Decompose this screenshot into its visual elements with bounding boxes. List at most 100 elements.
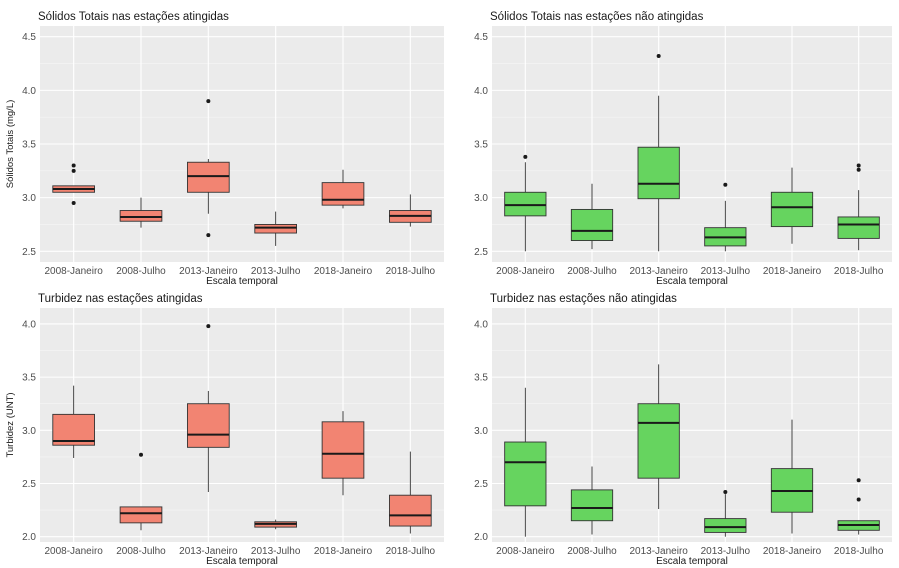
box-2008-Janeiro bbox=[52, 385, 95, 458]
box-2008-Janeiro bbox=[52, 163, 95, 205]
box-iqr bbox=[570, 208, 614, 241]
box-iqr bbox=[321, 182, 365, 206]
x-axis-label: Escala temporal bbox=[206, 276, 278, 287]
box-2013-Julho bbox=[254, 519, 297, 530]
x-tick-label: 2018-Janeiro bbox=[314, 266, 373, 277]
x-tick-label: 2013-Janeiro bbox=[179, 546, 238, 557]
chart-title: Turbidez nas estações atingidas bbox=[38, 293, 203, 305]
y-tick-label: 2.0 bbox=[474, 532, 488, 543]
box-2013-Julho bbox=[254, 211, 297, 246]
x-tick-label: 2013-Julho bbox=[701, 546, 751, 557]
box-2018-Janeiro bbox=[770, 167, 814, 244]
box-2018-Julho bbox=[837, 478, 880, 535]
x-tick-label: 2008-Julho bbox=[116, 546, 166, 557]
y-axis-label: Sólidos Totais (mg/L) bbox=[5, 100, 16, 189]
x-tick-label: 2013-Julho bbox=[251, 546, 301, 557]
box-2013-Janeiro bbox=[637, 54, 680, 252]
x-tick-label: 2013-Janeiro bbox=[179, 266, 238, 277]
chart-title: Sólidos Totais nas estações atingidas bbox=[38, 11, 229, 23]
y-tick-label: 4.0 bbox=[474, 319, 488, 330]
y-tick-label: 2.0 bbox=[22, 532, 36, 543]
outlier-point bbox=[856, 163, 861, 168]
y-tick-label: 3.0 bbox=[22, 426, 36, 437]
x-tick-label: 2018-Janeiro bbox=[314, 546, 373, 557]
y-tick-label: 3.5 bbox=[22, 373, 36, 384]
chart-panel-3: 2.0 2.5 3.0 3.5 4.0 Turbidez nas estações ati… bbox=[5, 293, 444, 567]
box-iqr bbox=[504, 191, 547, 217]
x-tick-label: 2013-Janeiro bbox=[629, 546, 688, 557]
box-2013-Julho bbox=[704, 490, 747, 537]
y-tick-label: 3.0 bbox=[474, 426, 488, 437]
x-tick-label: 2008-Janeiro bbox=[44, 546, 103, 557]
x-tick-label: 2013-Julho bbox=[251, 266, 301, 277]
outlier-point bbox=[71, 163, 76, 168]
box-iqr bbox=[187, 161, 230, 193]
y-tick-label: 2.5 bbox=[474, 247, 488, 258]
x-tick-label: 2008-Julho bbox=[116, 266, 166, 277]
box-2013-Julho bbox=[704, 182, 747, 252]
box-iqr bbox=[704, 518, 747, 533]
box-iqr bbox=[187, 403, 230, 448]
y-tick-label: 2.5 bbox=[474, 479, 488, 490]
chart-title: Turbidez nas estações não atingidas bbox=[490, 293, 677, 305]
box-2018-Janeiro bbox=[321, 411, 365, 496]
plot-background bbox=[492, 308, 892, 542]
x-axis-label: Escala temporal bbox=[656, 556, 728, 567]
box-iqr bbox=[119, 210, 163, 222]
x-tick-label: 2013-Julho bbox=[701, 266, 751, 277]
outlier-point bbox=[206, 324, 211, 329]
box-2018-Janeiro bbox=[321, 169, 365, 209]
box-2013-Janeiro bbox=[637, 364, 680, 510]
x-axis-label: Escala temporal bbox=[656, 276, 728, 287]
x-tick-label: 2013-Janeiro bbox=[629, 266, 688, 277]
box-2018-Julho bbox=[389, 194, 432, 227]
box-2018-Julho bbox=[837, 163, 880, 251]
box-2008-Julho bbox=[570, 466, 614, 535]
box-iqr bbox=[637, 146, 680, 200]
box-2008-Julho bbox=[119, 197, 163, 228]
x-tick-label: 2018-Julho bbox=[834, 546, 884, 557]
outlier-point bbox=[856, 497, 861, 502]
x-tick-label: 2018-Janeiro bbox=[763, 266, 822, 277]
outlier-point bbox=[206, 233, 211, 238]
y-tick-label: 3.5 bbox=[22, 140, 36, 151]
chart-panel-4: 2.0 2.5 3.0 3.5 4.0 Turbidez nas estações não… bbox=[474, 293, 892, 567]
x-tick-label: 2008-Julho bbox=[567, 546, 617, 557]
box-iqr bbox=[389, 494, 432, 527]
x-tick-label: 2008-Janeiro bbox=[496, 546, 555, 557]
box-2008-Julho bbox=[119, 452, 163, 531]
outlier-point bbox=[856, 478, 861, 483]
outlier-point bbox=[71, 201, 76, 205]
box-2018-Julho bbox=[389, 451, 432, 534]
box-2008-Julho bbox=[570, 183, 614, 250]
y-tick-label: 2.5 bbox=[22, 247, 36, 258]
y-tick-label: 3.5 bbox=[474, 140, 488, 151]
box-iqr bbox=[770, 191, 814, 228]
outlier-point bbox=[139, 452, 143, 457]
outlier-point bbox=[523, 154, 528, 159]
y-tick-label: 4.5 bbox=[474, 32, 488, 43]
box-2013-Janeiro bbox=[187, 99, 230, 238]
y-tick-label: 3.5 bbox=[474, 373, 488, 384]
x-tick-label: 2018-Julho bbox=[386, 546, 436, 557]
box-2013-Janeiro bbox=[187, 324, 230, 493]
outlier-point bbox=[856, 167, 861, 172]
y-tick-label: 3.0 bbox=[22, 193, 36, 204]
box-iqr bbox=[254, 224, 297, 234]
box-2018-Janeiro bbox=[770, 419, 814, 534]
x-axis-label: Escala temporal bbox=[206, 556, 278, 567]
x-tick-label: 2008-Julho bbox=[567, 266, 617, 277]
y-axis-label: Turbidez (UNT) bbox=[5, 392, 16, 457]
y-tick-label: 2.5 bbox=[22, 479, 36, 490]
outlier-point bbox=[206, 99, 211, 104]
box-iqr bbox=[837, 216, 880, 239]
box-iqr bbox=[570, 489, 614, 522]
box-2008-Janeiro bbox=[504, 154, 547, 252]
x-tick-label: 2008-Janeiro bbox=[44, 266, 103, 277]
y-tick-label: 3.0 bbox=[474, 193, 488, 204]
y-tick-label: 4.0 bbox=[22, 86, 36, 97]
box-iqr bbox=[504, 441, 547, 507]
